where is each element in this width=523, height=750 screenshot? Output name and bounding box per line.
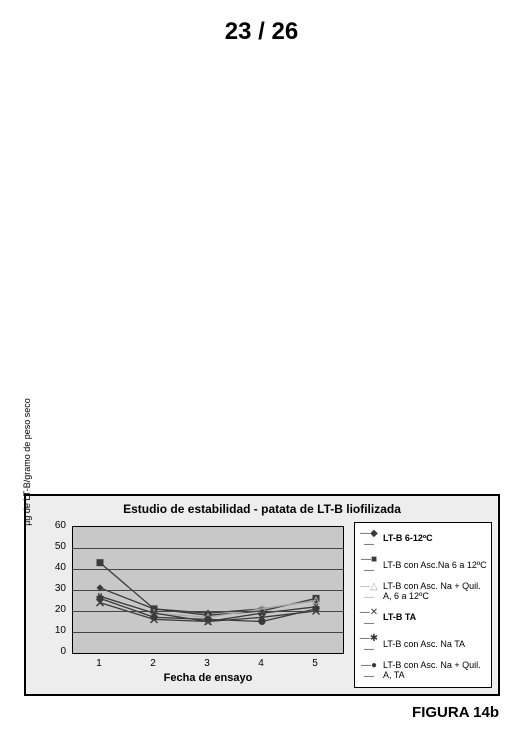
legend-symbol: —●— — [359, 660, 379, 682]
legend-text: LT-B con Asc.Na 6 a 12ºC — [383, 561, 487, 571]
gridline — [73, 632, 343, 633]
legend-text: LT-B TA — [383, 613, 487, 623]
x-tick-label: 5 — [305, 658, 325, 669]
x-tick-label: 1 — [89, 658, 109, 669]
x-tick-label: 3 — [197, 658, 217, 669]
legend-symbol: —✱— — [359, 633, 379, 655]
y-tick-label: 40 — [46, 562, 66, 573]
gridline — [73, 590, 343, 591]
chart-frame: Estudio de estabilidad - patata de LT-B … — [24, 494, 500, 696]
legend-text: LT-B con Asc. Na TA — [383, 640, 487, 650]
figure-caption: FIGURA 14b — [0, 704, 499, 721]
legend-item: —✱— LT-B con Asc. Na TA — [359, 633, 487, 655]
legend-item: —✕— LT-B TA — [359, 607, 487, 629]
legend-item: —●—LT-B con Asc. Na + Quil. A, TA — [359, 660, 487, 682]
legend-symbol: —■— — [359, 554, 379, 576]
legend-text: LT-B con Asc. Na + Quil. A, TA — [383, 661, 487, 681]
y-tick-label: 50 — [46, 541, 66, 552]
legend-text: LT-B 6-12ºC — [383, 534, 487, 544]
y-axis-label: µg de LT-B/gramo de peso seco — [22, 398, 32, 526]
legend-item: —■— LT-B con Asc.Na 6 a 12ºC — [359, 554, 487, 576]
legend-symbol: —✕— — [359, 607, 379, 629]
page-number: 23 / 26 — [0, 18, 523, 46]
legend-symbol: —◆— — [359, 528, 379, 550]
legend-symbol: —△— — [359, 581, 379, 603]
y-tick-label: 20 — [46, 604, 66, 615]
gridline — [73, 569, 343, 570]
legend: —◆— LT-B 6-12ºC —■— LT-B con Asc.Na 6 a 12º… — [354, 522, 492, 688]
legend-item: —△—LT-B con Asc. Na + Quil. A, 6 a 12ºC — [359, 581, 487, 603]
chart-title: Estudio de estabilidad - patata de LT-B … — [26, 502, 498, 516]
y-tick-label: 30 — [46, 583, 66, 594]
plot-area — [72, 526, 344, 654]
y-tick-label: 0 — [46, 646, 66, 657]
legend-text: LT-B con Asc. Na + Quil. A, 6 a 12ºC — [383, 582, 487, 602]
x-axis-label: Fecha de ensayo — [72, 672, 344, 684]
y-tick-label: 60 — [46, 520, 66, 531]
y-tick-label: 10 — [46, 625, 66, 636]
x-tick-label: 4 — [251, 658, 271, 669]
gridline — [73, 611, 343, 612]
legend-item: —◆— LT-B 6-12ºC — [359, 528, 487, 550]
x-tick-label: 2 — [143, 658, 163, 669]
gridline — [73, 548, 343, 549]
